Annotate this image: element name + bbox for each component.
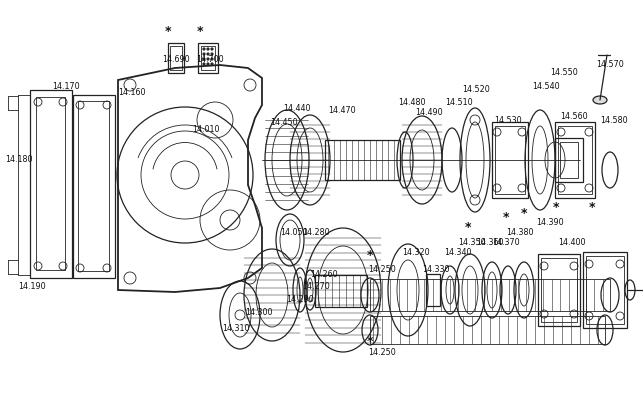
Text: 14.250: 14.250: [368, 265, 395, 274]
Circle shape: [207, 48, 209, 50]
Text: 14.700: 14.700: [196, 55, 224, 64]
Text: *: *: [197, 26, 203, 38]
Text: 14.260: 14.260: [310, 270, 338, 279]
Text: 14.340: 14.340: [444, 248, 471, 257]
Bar: [583, 252, 627, 328]
Circle shape: [207, 58, 209, 60]
Bar: [558, 126, 592, 194]
Text: 14.440: 14.440: [283, 104, 311, 113]
Text: 14.380: 14.380: [506, 228, 534, 237]
Text: *: *: [465, 222, 471, 234]
Text: 14.570: 14.570: [596, 60, 624, 69]
Bar: [426, 274, 440, 306]
Text: 14.310: 14.310: [222, 324, 249, 333]
Text: 14.300: 14.300: [245, 308, 273, 317]
Ellipse shape: [593, 96, 607, 104]
Circle shape: [203, 63, 205, 65]
Text: *: *: [503, 212, 509, 224]
Text: 14.160: 14.160: [118, 88, 145, 97]
Circle shape: [207, 63, 209, 65]
Text: 14.510: 14.510: [445, 98, 473, 107]
Bar: [36, 97, 65, 270]
Text: *: *: [367, 336, 373, 348]
Bar: [170, 46, 182, 70]
Circle shape: [203, 58, 205, 60]
Circle shape: [211, 63, 213, 65]
Bar: [370, 316, 605, 344]
Text: 14.450: 14.450: [270, 118, 298, 127]
Text: *: *: [367, 248, 373, 262]
Text: 14.520: 14.520: [462, 85, 490, 94]
Text: 14.370: 14.370: [492, 238, 520, 247]
Text: 14.400: 14.400: [558, 238, 586, 247]
Bar: [325, 140, 400, 180]
Bar: [370, 279, 610, 311]
Bar: [555, 122, 595, 198]
Text: 14.390: 14.390: [536, 218, 564, 227]
Bar: [541, 258, 577, 322]
Text: 14.330: 14.330: [422, 265, 449, 274]
Text: 14.580: 14.580: [600, 116, 628, 125]
Bar: [198, 43, 218, 73]
Circle shape: [211, 58, 213, 60]
Text: 14.540: 14.540: [532, 82, 559, 91]
Text: 14.180: 14.180: [5, 155, 33, 164]
Circle shape: [203, 53, 205, 55]
Text: 14.270: 14.270: [302, 282, 330, 291]
Bar: [201, 46, 215, 70]
Text: 14.050: 14.050: [280, 228, 307, 237]
Circle shape: [211, 48, 213, 50]
Bar: [73, 95, 115, 278]
Circle shape: [207, 53, 209, 55]
Text: 14.690: 14.690: [162, 55, 190, 64]
Text: *: *: [521, 208, 527, 220]
Text: 14.490: 14.490: [415, 108, 442, 117]
Text: 14.010: 14.010: [192, 125, 219, 134]
Text: *: *: [589, 202, 595, 214]
Text: *: *: [165, 26, 171, 38]
Bar: [30, 90, 72, 278]
Text: 14.320: 14.320: [402, 248, 430, 257]
Text: 14.250: 14.250: [368, 348, 395, 357]
Text: 14.480: 14.480: [398, 98, 426, 107]
Bar: [560, 142, 578, 178]
Text: 14.550: 14.550: [550, 68, 578, 77]
Bar: [495, 126, 525, 194]
Circle shape: [203, 48, 205, 50]
Bar: [168, 43, 184, 73]
Circle shape: [211, 53, 213, 55]
Bar: [538, 254, 580, 326]
Bar: [492, 122, 528, 198]
Text: 14.170: 14.170: [52, 82, 80, 91]
Text: 14.280: 14.280: [302, 228, 330, 237]
Bar: [586, 256, 624, 324]
Text: 14.530: 14.530: [494, 116, 521, 125]
Text: 14.290: 14.290: [286, 295, 314, 304]
Text: *: *: [553, 202, 559, 214]
Text: 14.560: 14.560: [560, 112, 588, 121]
Bar: [555, 138, 583, 182]
Text: 14.470: 14.470: [328, 106, 356, 115]
Text: 14.190: 14.190: [18, 282, 46, 291]
Text: 14.350: 14.350: [458, 238, 485, 247]
Bar: [78, 101, 109, 271]
Text: 14.360: 14.360: [476, 238, 503, 247]
Bar: [315, 275, 367, 307]
